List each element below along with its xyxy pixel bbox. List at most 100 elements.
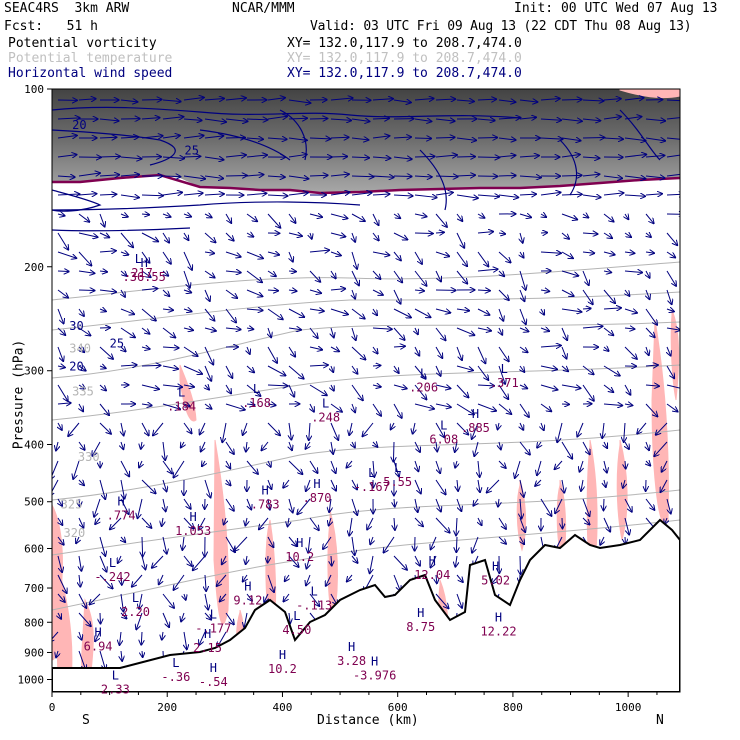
wind-vector	[309, 175, 328, 176]
wind-vector	[267, 270, 276, 276]
wind-vector	[78, 271, 94, 273]
wind-vector	[540, 345, 561, 347]
wind-vector	[183, 97, 204, 100]
wind-vector	[384, 536, 395, 553]
wind-vector	[435, 365, 441, 376]
extremum-type: H	[210, 661, 217, 675]
wind-vector	[99, 156, 120, 157]
wind-vector	[57, 194, 79, 195]
wind-vector	[519, 117, 536, 119]
wind-vector	[121, 593, 123, 611]
wind-vector	[477, 385, 494, 386]
theta-contour-label: 335	[72, 384, 94, 398]
wind-vector	[498, 403, 511, 414]
wind-vector	[499, 327, 502, 335]
wind-vector	[246, 404, 254, 405]
wind-vector	[603, 365, 620, 376]
wind-vector	[498, 155, 515, 157]
wind-vector	[370, 536, 373, 544]
wind-vector	[225, 175, 247, 176]
wind-vector	[347, 574, 353, 581]
wind-vector	[456, 138, 476, 140]
wind-vector	[456, 327, 474, 335]
wind-vector	[330, 289, 345, 290]
wind-vector	[624, 271, 642, 273]
wind-vector	[519, 156, 539, 157]
wind-vector	[456, 251, 467, 266]
wind-vector	[435, 119, 455, 121]
y-tick-label: 300	[24, 365, 44, 378]
wind-vector	[225, 384, 231, 393]
wind-vector	[624, 422, 625, 442]
wind-vector	[561, 270, 578, 276]
wind-vector	[561, 232, 569, 239]
wind-vector	[519, 308, 526, 324]
wind-vector	[267, 116, 287, 119]
wind-vector	[141, 136, 163, 138]
wind-vector	[78, 650, 86, 670]
wind-vector	[555, 498, 563, 513]
wind-vector	[477, 290, 490, 291]
wind-vector	[541, 308, 544, 315]
wind-vector	[645, 138, 665, 141]
wind-vector	[288, 346, 295, 357]
wind-vector	[561, 327, 567, 340]
wind-vector	[394, 365, 399, 373]
theta-contour-label: 340	[69, 341, 91, 355]
wind-vector	[603, 384, 613, 392]
wind-vector	[309, 365, 328, 366]
wind-vector	[373, 308, 377, 315]
extremum-value: 2.20	[121, 605, 150, 619]
theta-contours	[52, 261, 680, 611]
wind-vector	[78, 251, 91, 266]
wind-vector	[519, 194, 536, 195]
wind-vector	[393, 555, 407, 570]
wind-vector	[415, 327, 418, 334]
wind-vector	[519, 385, 527, 388]
extremum-type: H	[417, 606, 424, 620]
wind-vector	[561, 213, 577, 220]
wind-vector	[330, 137, 349, 138]
wind-vector	[351, 251, 357, 269]
wind-vector	[181, 442, 184, 447]
wind-vector	[288, 384, 294, 397]
y-axis-label: Pressure (hPa)	[11, 339, 27, 450]
wind-vector	[603, 213, 614, 222]
wind-vector	[306, 441, 310, 449]
wind-vector	[142, 650, 143, 657]
wind-vector	[414, 270, 426, 286]
wind-vector	[226, 480, 230, 485]
wind-vector	[330, 156, 347, 157]
theta-contour-label: 320	[64, 526, 86, 540]
wind-vector	[520, 251, 524, 258]
wind-vector	[540, 99, 560, 100]
wind-vector	[57, 327, 65, 335]
wind-vector	[540, 192, 561, 195]
extremum-value: .783	[251, 497, 280, 511]
wind-vector	[76, 536, 79, 543]
wind-vector	[331, 385, 334, 391]
wind-vector	[162, 327, 175, 337]
wind-vector	[666, 270, 676, 286]
wind-vector	[121, 441, 123, 449]
wind-vector	[205, 593, 208, 610]
wind-vector	[309, 290, 321, 293]
wind-vector	[204, 612, 211, 620]
field-xy-wind: XY= 132.0,117.9 to 208.7,474.0	[287, 66, 522, 81]
wind-vector	[246, 365, 254, 372]
wind-vector	[79, 480, 84, 485]
wind-vector	[141, 347, 150, 349]
wind-vector	[540, 498, 551, 516]
wind-vector	[141, 251, 149, 263]
wind-vector	[329, 498, 331, 512]
wind-vector	[246, 289, 262, 296]
wind-vector	[372, 289, 383, 295]
wind-vector	[267, 422, 280, 435]
wind-vector	[288, 555, 299, 567]
extremum-type: L	[293, 609, 300, 623]
extremum-value: .774	[107, 509, 136, 523]
extremum-type: L	[132, 591, 139, 605]
y-axis: 100 200 300 400 500 600 700 800 900 1000	[18, 83, 52, 686]
wind-vector	[244, 612, 247, 627]
wind-vector	[580, 460, 583, 472]
